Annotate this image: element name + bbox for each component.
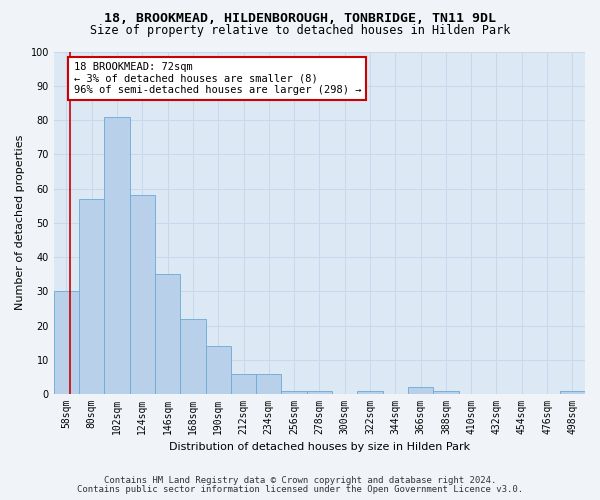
- Bar: [180, 318, 206, 394]
- Text: Contains public sector information licensed under the Open Government Licence v3: Contains public sector information licen…: [77, 485, 523, 494]
- Bar: [206, 346, 231, 394]
- Bar: [307, 390, 332, 394]
- X-axis label: Distribution of detached houses by size in Hilden Park: Distribution of detached houses by size …: [169, 442, 470, 452]
- Bar: [231, 374, 256, 394]
- Bar: [408, 387, 433, 394]
- Bar: [155, 274, 180, 394]
- Bar: [358, 390, 383, 394]
- Y-axis label: Number of detached properties: Number of detached properties: [15, 135, 25, 310]
- Text: Size of property relative to detached houses in Hilden Park: Size of property relative to detached ho…: [90, 24, 510, 37]
- Bar: [256, 374, 281, 394]
- Bar: [54, 292, 79, 394]
- Text: 18 BROOKMEAD: 72sqm
← 3% of detached houses are smaller (8)
96% of semi-detached: 18 BROOKMEAD: 72sqm ← 3% of detached hou…: [74, 62, 361, 95]
- Bar: [433, 390, 458, 394]
- Bar: [79, 199, 104, 394]
- Text: Contains HM Land Registry data © Crown copyright and database right 2024.: Contains HM Land Registry data © Crown c…: [104, 476, 496, 485]
- Bar: [130, 196, 155, 394]
- Bar: [104, 116, 130, 394]
- Bar: [560, 390, 585, 394]
- Bar: [281, 390, 307, 394]
- Text: 18, BROOKMEAD, HILDENBOROUGH, TONBRIDGE, TN11 9DL: 18, BROOKMEAD, HILDENBOROUGH, TONBRIDGE,…: [104, 12, 496, 26]
